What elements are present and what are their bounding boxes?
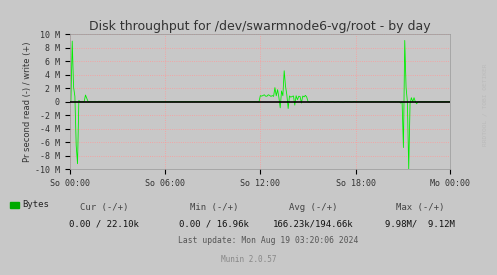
Y-axis label: Pr second read (-) / write (+): Pr second read (-) / write (+) (23, 42, 32, 162)
Text: Munin 2.0.57: Munin 2.0.57 (221, 255, 276, 264)
Text: RRDTOOL / TOBI OETIKER: RRDTOOL / TOBI OETIKER (482, 63, 487, 146)
Text: Max (-/+): Max (-/+) (396, 203, 444, 212)
Title: Disk throughput for /dev/swarmnode6-vg/root - by day: Disk throughput for /dev/swarmnode6-vg/r… (89, 20, 430, 33)
Text: Cur (-/+): Cur (-/+) (80, 203, 129, 212)
Text: Avg (-/+): Avg (-/+) (289, 203, 337, 212)
Text: 0.00 / 22.10k: 0.00 / 22.10k (70, 220, 139, 229)
Text: 9.98M/  9.12M: 9.98M/ 9.12M (385, 220, 455, 229)
Text: Min (-/+): Min (-/+) (189, 203, 238, 212)
Text: Last update: Mon Aug 19 03:20:06 2024: Last update: Mon Aug 19 03:20:06 2024 (178, 236, 358, 245)
Text: 166.23k/194.66k: 166.23k/194.66k (273, 220, 353, 229)
Text: Bytes: Bytes (22, 200, 49, 209)
Text: 0.00 / 16.96k: 0.00 / 16.96k (179, 220, 248, 229)
